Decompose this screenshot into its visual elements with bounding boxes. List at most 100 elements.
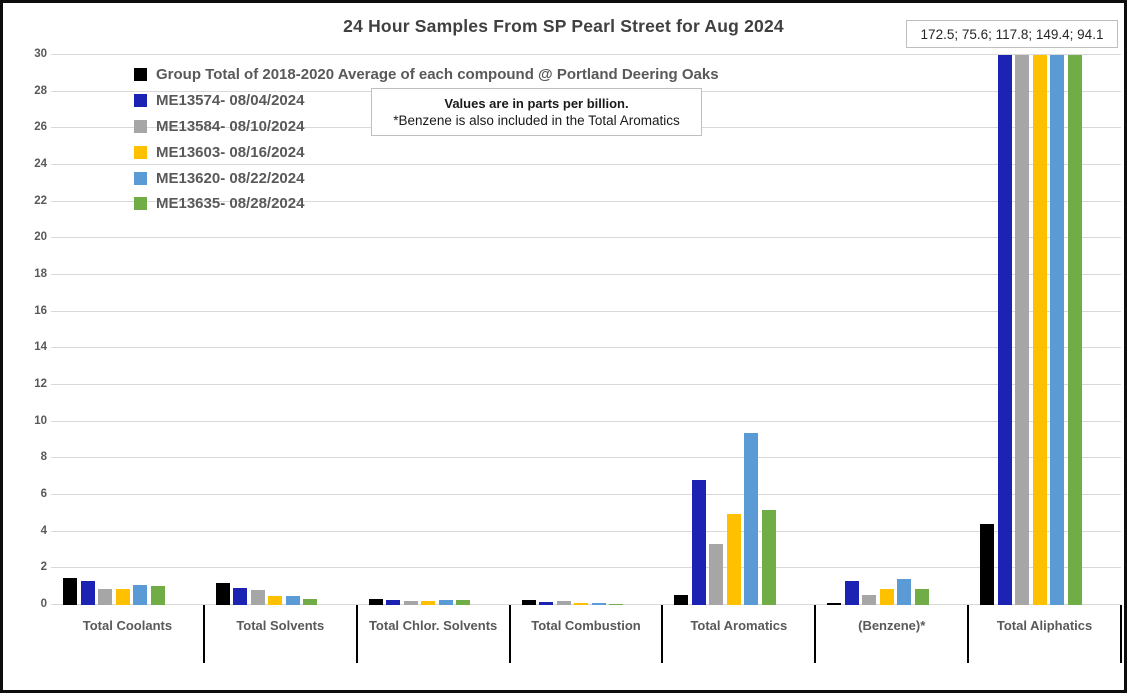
legend-item-label: ME13603- 08/16/2024 [156,143,305,161]
y-axis-tick-label: 30 [34,48,47,60]
legend-swatch [134,197,147,211]
bar [609,603,624,605]
plot-area [51,54,1121,605]
legend-item: Group Total of 2018-2020 Average of each… [134,62,719,88]
y-axis-tick-label: 28 [34,84,47,97]
bar [556,601,571,605]
legend-item: ME13635- 08/28/2024 [134,191,719,217]
gridline [51,200,1121,202]
gridline [51,384,1121,385]
bar-cluster [368,55,471,605]
bar [997,55,1012,605]
category-divider [967,605,970,663]
y-axis-tick-label: 4 [40,524,47,537]
y-axis-tick-label: 22 [34,194,47,207]
category-label: Total Combustion [531,618,641,633]
y-axis-tick-label: 8 [40,451,47,464]
category-divider [508,605,511,663]
bar [709,543,724,605]
bar [250,590,265,605]
legend-item: ME13574- 08/04/2024 [134,88,719,114]
y-axis-tick-label: 16 [34,304,47,317]
bar [1015,55,1030,605]
units-note-box: Values are in parts per billion. *Benzen… [371,88,702,136]
bar [914,588,929,605]
units-note-line2: *Benzene is also included in the Total A… [393,113,680,128]
y-axis-tick-label: 10 [34,414,47,427]
bar [386,599,401,605]
bar [539,602,554,605]
category-divider [202,605,205,663]
legend-item: ME13620- 08/22/2024 [134,165,719,191]
category-divider [814,605,817,663]
bar [133,584,147,605]
bar-cluster [827,55,929,605]
bar-group [662,55,815,605]
bar [1050,55,1065,605]
gridline [51,494,1121,495]
legend-swatch [134,145,147,159]
bar [403,601,418,605]
bar [897,579,912,605]
bar [1032,55,1047,605]
bar [591,603,606,605]
bar [303,598,318,605]
legend-swatch [134,68,147,82]
y-axis-tick-label: 2 [40,561,47,574]
gridline [51,420,1121,422]
legend: Group Total of 2018-2020 Average of each… [134,62,719,217]
y-axis-tick-label: 20 [34,231,47,244]
legend-swatch [134,94,147,108]
bar [233,587,248,605]
bar-group [510,55,663,605]
y-axis-tick-label: 24 [34,158,47,170]
bar [980,524,995,605]
bar [744,432,759,605]
chart-title: 24 Hour Samples From SP Pearl Street for… [343,16,784,36]
bar-cluster [980,55,1082,605]
category-label: (Benzene)* [858,618,926,633]
offscale-values-box: 172.5; 75.6; 117.8; 149.4; 94.1 [906,20,1118,48]
bar [521,600,536,605]
category-divider [355,605,358,663]
category-divider [661,605,664,663]
bar-cluster [215,55,318,605]
bar [574,603,589,605]
gridline [51,164,1121,165]
bar [150,585,165,605]
legend-item-label: ME13635- 08/28/2024 [156,195,305,213]
legend-item-label: ME13574- 08/04/2024 [156,92,305,110]
bar-group [51,55,204,605]
bar [879,588,894,605]
bar [691,480,706,605]
bar-group [968,55,1121,605]
bar [438,599,453,605]
gridline [51,274,1121,275]
legend-item-label: ME13620- 08/22/2024 [156,169,305,187]
y-axis-tick-label: 6 [40,488,47,500]
bar [827,603,842,605]
y-axis-tick-label: 26 [34,121,47,134]
bar [844,581,859,605]
bar [63,577,77,605]
category-label: Total Aromatics [690,618,788,633]
gridline [51,457,1121,459]
bar [268,595,283,605]
legend-item: ME13603- 08/16/2024 [134,139,719,165]
bar [98,588,112,605]
bar [761,509,776,605]
category-label: Total Solvents [236,618,325,633]
category-label: Total Aliphatics [996,618,1093,633]
units-note-line1: Values are in parts per billion. [444,96,629,111]
y-axis-tick-label: 14 [34,341,47,354]
y-axis-tick-label: 12 [34,378,47,390]
bar [726,514,741,605]
bar [285,595,300,605]
category-label: Total Coolants [82,618,173,633]
bar [80,581,95,605]
gridline [51,530,1121,532]
bar [674,594,689,605]
bar [862,594,877,605]
legend-item-label: Group Total of 2018-2020 Average of each… [156,66,719,84]
